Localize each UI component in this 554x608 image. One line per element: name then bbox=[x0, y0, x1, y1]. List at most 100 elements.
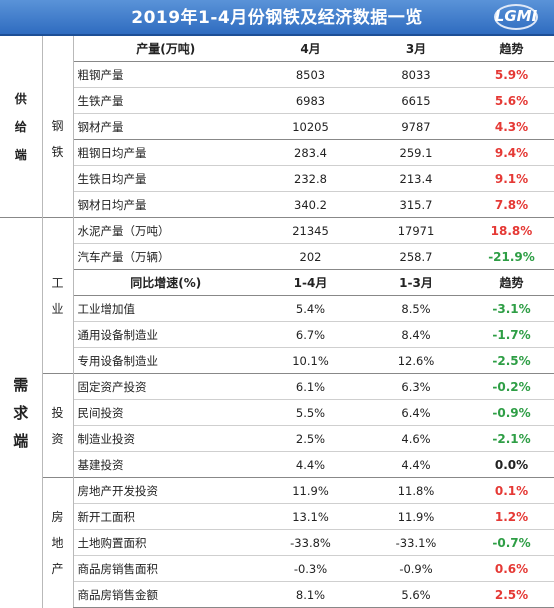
value-previous: 6615 bbox=[363, 87, 469, 114]
value-previous: 8.4% bbox=[363, 321, 469, 348]
row-label: 生铁日均产量 bbox=[72, 165, 258, 192]
column-header-previous: 1-3月 bbox=[363, 269, 469, 296]
column-header-metric: 同比增速(%) bbox=[72, 269, 258, 296]
trend-value: 9.1% bbox=[469, 165, 554, 192]
table-row: 投资 固定资产投资 6.1% 6.3% -0.2% bbox=[0, 373, 554, 478]
column-header-trend: 趋势 bbox=[469, 269, 554, 296]
trend-value: -2.1% bbox=[469, 425, 554, 452]
value-current: 4.4% bbox=[258, 451, 363, 478]
value-previous: 9787 bbox=[363, 113, 469, 140]
value-previous: 4.6% bbox=[363, 425, 469, 452]
value-previous: 4.4% bbox=[363, 451, 469, 478]
value-previous: 259.1 bbox=[363, 139, 469, 166]
group-real-estate: 房地产 bbox=[41, 477, 73, 608]
table-row: 房地产 房地产开发投资 11.9% 11.8% 0.1% bbox=[0, 477, 554, 608]
row-label: 工业增加值 bbox=[72, 295, 258, 322]
row-label: 房地产开发投资 bbox=[72, 477, 258, 504]
globe-icon bbox=[494, 4, 538, 30]
table-row: 商品房销售面积 -0.3% -0.9% 0.6% bbox=[0, 555, 554, 582]
lgmi-logo: LGMI bbox=[486, 4, 546, 30]
trend-value: 18.8% bbox=[469, 217, 554, 244]
row-label: 粗钢产量 bbox=[72, 61, 258, 88]
trend-value: -2.5% bbox=[469, 347, 554, 374]
column-header-current: 4月 bbox=[300, 42, 321, 56]
trend-value: -0.2% bbox=[469, 373, 554, 400]
row-label: 土地购置面积 bbox=[72, 529, 258, 556]
row-label: 汽车产量（万辆） bbox=[72, 243, 258, 270]
row-label: 生铁产量 bbox=[72, 87, 258, 114]
table-row: 通用设备制造业 6.7% 8.4% -1.7% bbox=[0, 321, 554, 348]
section-demand: 需求端 bbox=[0, 217, 42, 608]
value-previous: 11.9% bbox=[363, 503, 469, 530]
value-previous: 12.6% bbox=[363, 347, 469, 374]
table-row: 汽车产量（万辆） 202 258.7 -21.9% bbox=[0, 243, 554, 270]
table-row: 民间投资 5.5% 6.4% -0.9% bbox=[0, 399, 554, 426]
trend-value: 9.4% bbox=[469, 139, 554, 166]
column-header-metric: 产量(万吨) bbox=[72, 36, 258, 62]
group-steel: 钢铁 bbox=[41, 61, 73, 218]
table-row: 粗钢日均产量 283.4 259.1 9.4% bbox=[0, 139, 554, 166]
table-row: 同比增速(%) 1-4月 1-3月 趋势 bbox=[0, 269, 554, 296]
row-label: 民间投资 bbox=[72, 399, 258, 426]
table-row: 工业增加值 5.4% 8.5% -3.1% bbox=[0, 295, 554, 322]
title-banner: 2019年1-4月份钢铁及经济数据一览 LGMI bbox=[0, 0, 554, 36]
trend-value: 0.1% bbox=[469, 477, 554, 504]
value-current: 21345 bbox=[258, 217, 363, 244]
row-label: 固定资产投资 bbox=[72, 373, 258, 400]
table-row: 生铁日均产量 232.8 213.4 9.1% bbox=[0, 165, 554, 192]
value-previous: 8033 bbox=[363, 61, 469, 88]
value-current: -0.3% bbox=[258, 555, 363, 582]
row-label: 专用设备制造业 bbox=[72, 347, 258, 374]
column-header-current: 1-4月 bbox=[258, 269, 363, 296]
table-row: 制造业投资 2.5% 4.6% -2.1% bbox=[0, 425, 554, 452]
table-row: 生铁产量 6983 6615 5.6% bbox=[0, 87, 554, 114]
value-current: 232.8 bbox=[258, 165, 363, 192]
page-title: 2019年1-4月份钢铁及经济数据一览 bbox=[131, 8, 423, 28]
trend-value: -1.7% bbox=[469, 321, 554, 348]
table-row: 需求端 工业 水泥产量（万吨） 21345 17971 18.8% bbox=[0, 217, 554, 608]
table-row: 钢材产量 10205 9787 4.3% bbox=[0, 113, 554, 140]
value-current: 13.1% bbox=[258, 503, 363, 530]
value-current: 6.1% bbox=[258, 373, 363, 400]
value-current: 5.5% bbox=[258, 399, 363, 426]
trend-value: 7.8% bbox=[469, 191, 554, 218]
trend-value: 2.5% bbox=[469, 581, 554, 608]
table-row: 新开工面积 13.1% 11.9% 1.2% bbox=[0, 503, 554, 530]
value-current: 283.4 bbox=[258, 139, 363, 166]
row-label: 钢材日均产量 bbox=[72, 191, 258, 218]
trend-value: 0.6% bbox=[469, 555, 554, 582]
value-current: 6983 bbox=[258, 87, 363, 114]
trend-value: 4.3% bbox=[469, 113, 554, 140]
trend-value: 0.0% bbox=[469, 451, 554, 478]
table-row: 土地购置面积 -33.8% -33.1% -0.7% bbox=[0, 529, 554, 556]
row-label: 钢材产量 bbox=[72, 113, 258, 140]
logo-text: LGMI bbox=[494, 7, 538, 25]
row-label: 粗钢日均产量 bbox=[72, 139, 258, 166]
table-row: 供给端 产量(万吨) 4月 3月 趋势 bbox=[0, 36, 554, 162]
row-label: 通用设备制造业 bbox=[72, 321, 258, 348]
row-label: 商品房销售金额 bbox=[72, 581, 258, 608]
row-label: 水泥产量（万吨） bbox=[72, 217, 258, 244]
trend-value: 1.2% bbox=[469, 503, 554, 530]
group-industry: 工业 bbox=[41, 217, 73, 374]
table-row: 基建投资 4.4% 4.4% 0.0% bbox=[0, 451, 554, 478]
value-previous: 258.7 bbox=[363, 243, 469, 270]
value-previous: 6.3% bbox=[363, 373, 469, 400]
trend-value: 5.6% bbox=[469, 87, 554, 114]
value-current: 5.4% bbox=[258, 295, 363, 322]
value-previous: 315.7 bbox=[363, 191, 469, 218]
value-current: 10.1% bbox=[258, 347, 363, 374]
trend-value: -0.9% bbox=[469, 399, 554, 426]
table-row: 专用设备制造业 10.1% 12.6% -2.5% bbox=[0, 347, 554, 374]
table-row: 钢材日均产量 340.2 315.7 7.8% bbox=[0, 191, 554, 218]
row-label: 商品房销售面积 bbox=[72, 555, 258, 582]
steel-group-spacer bbox=[41, 36, 73, 62]
trend-value: -0.7% bbox=[469, 529, 554, 556]
row-label: 新开工面积 bbox=[72, 503, 258, 530]
value-previous: 5.6% bbox=[363, 581, 469, 608]
trend-value: 5.9% bbox=[469, 61, 554, 88]
value-current: 8503 bbox=[258, 61, 363, 88]
value-current: 2.5% bbox=[258, 425, 363, 452]
value-previous: -33.1% bbox=[363, 529, 469, 556]
group-investment: 投资 bbox=[41, 373, 73, 478]
